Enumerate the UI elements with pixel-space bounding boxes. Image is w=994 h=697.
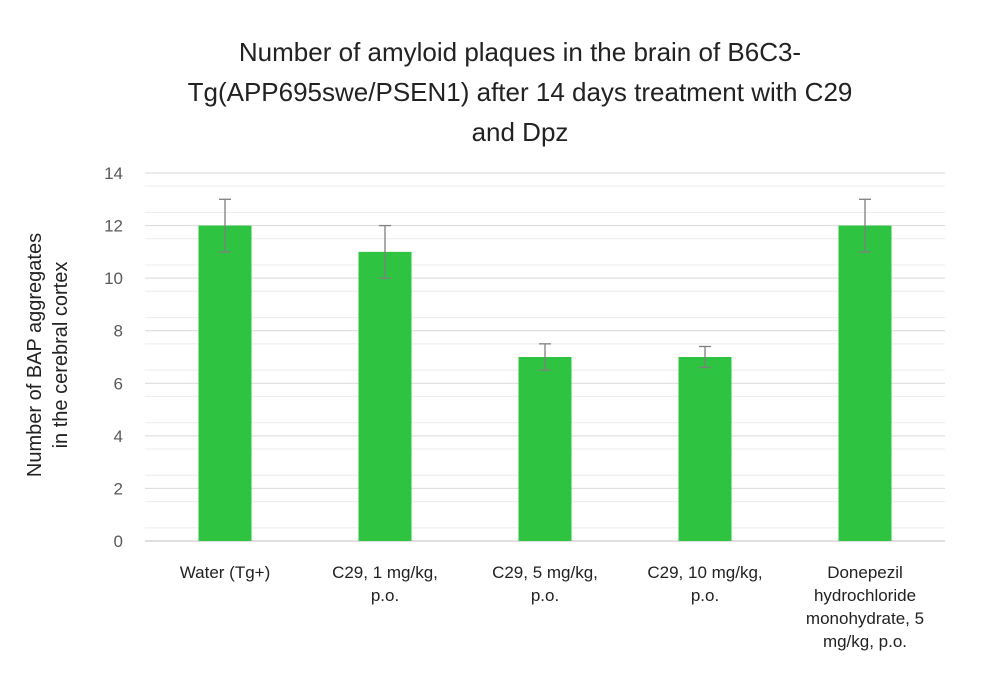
bar [198, 225, 252, 542]
bar [518, 357, 572, 541]
y-tick-label: 8 [114, 322, 123, 341]
x-tick-label: Water (Tg+) [180, 563, 271, 582]
chart-title: Number of amyloid plaques in the brain o… [120, 32, 920, 152]
x-tick-label: Donepezil [827, 563, 903, 582]
x-tick-label: C29, 5 mg/kg, [492, 563, 598, 582]
bar [838, 225, 892, 542]
y-tick-label: 10 [104, 269, 123, 288]
bar [678, 357, 732, 541]
x-tick-label: C29, 1 mg/kg, [332, 563, 438, 582]
x-tick-label: monohydrate, 5 [806, 609, 924, 628]
x-tick-label: p.o. [371, 586, 399, 605]
x-tick-label: C29, 10 mg/kg, [647, 563, 762, 582]
x-tick-label: p.o. [691, 586, 719, 605]
bar [358, 251, 412, 541]
x-tick-label: hydrochloride [814, 586, 916, 605]
y-tick-label: 12 [104, 217, 123, 236]
x-tick-label: mg/kg, p.o. [823, 632, 907, 651]
x-tick-label: p.o. [531, 586, 559, 605]
chart-title-line-3: and Dpz [471, 117, 569, 147]
y-tick-label: 2 [114, 479, 123, 498]
y-tick-label: 6 [114, 374, 123, 393]
chart-title-line-2: Tg(APP695swe/PSEN1) after 14 days treatm… [187, 77, 853, 107]
y-tick-label: 14 [104, 164, 123, 183]
chart-title-line-1: Number of amyloid plaques in the brain o… [238, 37, 802, 67]
y-tick-label: 4 [114, 427, 123, 446]
y-tick-label: 0 [114, 532, 123, 551]
